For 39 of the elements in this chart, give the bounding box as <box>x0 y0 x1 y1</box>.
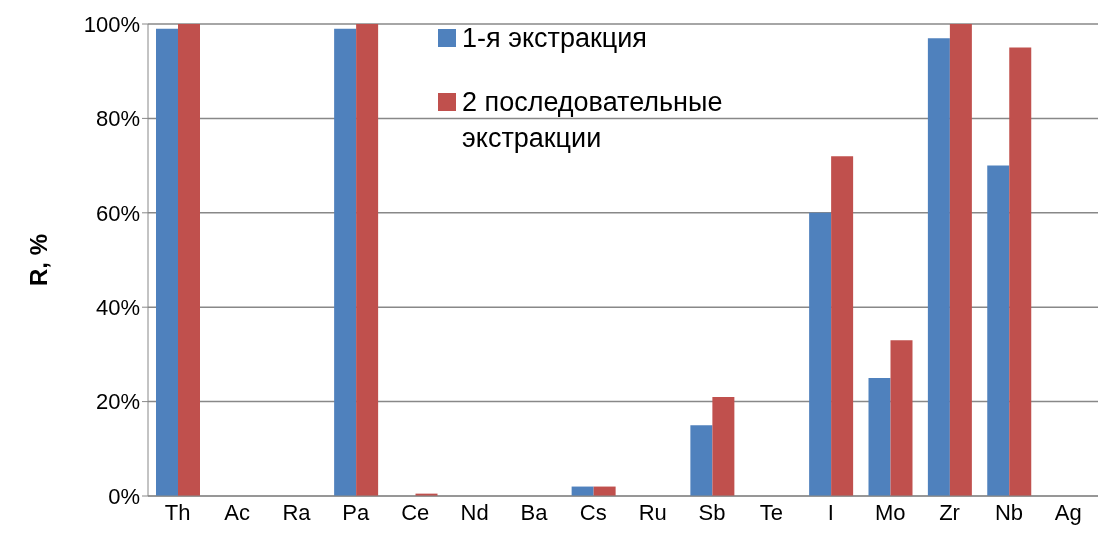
y-axis-title: R, % <box>24 233 52 287</box>
x-tick-label: Sb <box>698 499 726 525</box>
bar <box>809 212 832 496</box>
x-tick-label: Ba <box>520 499 549 525</box>
y-tick-label: 60% <box>95 200 140 226</box>
bar <box>334 28 357 496</box>
x-tick-label: Th <box>164 499 191 525</box>
x-tick-label: Pa <box>342 499 371 525</box>
x-tick-label: Ag <box>1054 499 1082 525</box>
y-tick-label: 0% <box>108 483 140 509</box>
bar <box>1009 47 1032 496</box>
x-tick-label: Ac <box>224 499 250 525</box>
x-tick-label: Ra <box>282 499 312 525</box>
bar <box>178 24 200 496</box>
x-tick-label: Ru <box>638 499 667 525</box>
x-tick-label: Nb <box>994 499 1023 525</box>
bar <box>356 24 379 496</box>
legend-label: 2 последовательные экстракции <box>462 86 724 155</box>
y-tick-label: 20% <box>95 389 140 415</box>
y-tick-label: 100% <box>83 11 140 37</box>
x-tick-label: Nd <box>460 499 489 525</box>
bar <box>712 396 735 496</box>
bar <box>890 340 913 496</box>
bar <box>987 165 1010 496</box>
x-tick-label: Zr <box>939 499 960 525</box>
y-tick-label: 40% <box>95 295 140 321</box>
x-tick-label: Cs <box>579 499 607 525</box>
bar <box>949 24 972 496</box>
x-tick-label: Mo <box>874 499 906 525</box>
bar <box>690 425 713 496</box>
bar <box>831 156 854 496</box>
y-tick-label: 80% <box>95 106 140 132</box>
x-tick-label: Te <box>759 499 784 525</box>
x-tick-label: I <box>827 499 834 525</box>
bar <box>156 28 178 496</box>
x-tick-label: Ce <box>401 499 430 525</box>
legend-label: 1-я экстракция <box>462 22 647 55</box>
bar <box>927 38 950 496</box>
bar <box>868 378 891 496</box>
